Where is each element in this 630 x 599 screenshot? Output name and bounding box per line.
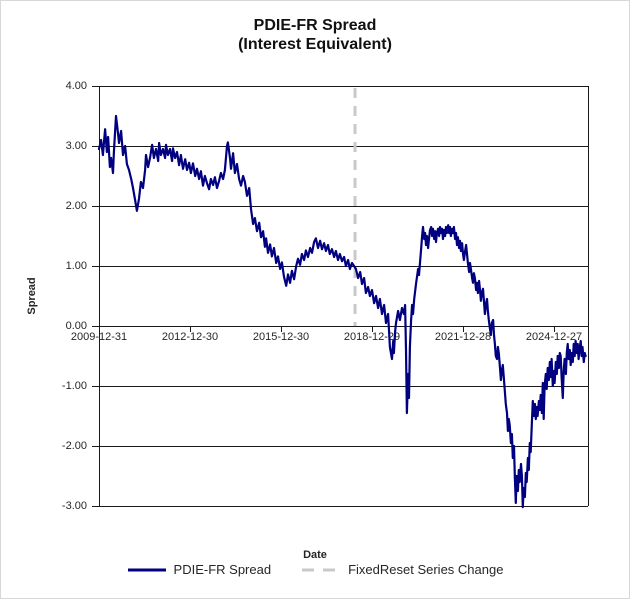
y-tick-label: 4.00: [65, 80, 87, 92]
legend-swatch-dashed: [302, 568, 341, 571]
chart-title-line1: PDIE-FR Spread: [253, 17, 377, 34]
y-tick-label: -3.00: [61, 500, 87, 512]
legend-label: PDIE-FR Spread: [173, 562, 272, 577]
x-tick-label: 2015-12-30: [252, 331, 310, 343]
y-tick-label: 2.00: [65, 200, 87, 212]
y-tick-label: -2.00: [61, 440, 87, 452]
y-tick-label: 0.00: [65, 320, 87, 332]
x-axis-title: Date: [303, 549, 327, 561]
x-tick-label: 2018-12-29: [343, 331, 401, 343]
series-line-pdie-fr-spread: [97, 114, 587, 509]
chart-legend: PDIE-FR Spread FixedReset Series Change: [1, 562, 629, 577]
y-tick-label: 3.00: [65, 140, 87, 152]
legend-item-pdie-fr-spread: PDIE-FR Spread: [127, 562, 272, 577]
chart-title: PDIE-FR Spread (Interest Equivalent): [1, 16, 629, 54]
x-tick-label: 2009-12-31: [70, 331, 128, 343]
y-axis-title: Spread: [26, 277, 38, 315]
y-tick-label: -1.00: [61, 380, 87, 392]
x-tick-label: 2012-12-30: [161, 331, 219, 343]
legend-item-fixedreset-series-change: FixedReset Series Change: [301, 562, 503, 577]
x-tick-label: 2021-12-28: [434, 331, 492, 343]
y-tick-label: 1.00: [65, 260, 87, 272]
chart-title-line2: (Interest Equivalent): [238, 36, 392, 53]
x-tick-label: 2024-12-27: [525, 331, 583, 343]
legend-swatch-solid: [127, 568, 166, 571]
legend-label: FixedReset Series Change: [348, 562, 504, 577]
